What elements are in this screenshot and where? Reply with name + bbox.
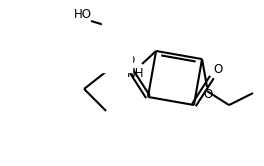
Text: O: O: [203, 88, 213, 101]
Text: NH: NH: [127, 67, 145, 81]
Text: O: O: [125, 54, 135, 67]
Polygon shape: [112, 28, 121, 67]
Bar: [102, 22, 132, 72]
Text: O: O: [213, 63, 223, 76]
Text: HO: HO: [74, 8, 92, 21]
